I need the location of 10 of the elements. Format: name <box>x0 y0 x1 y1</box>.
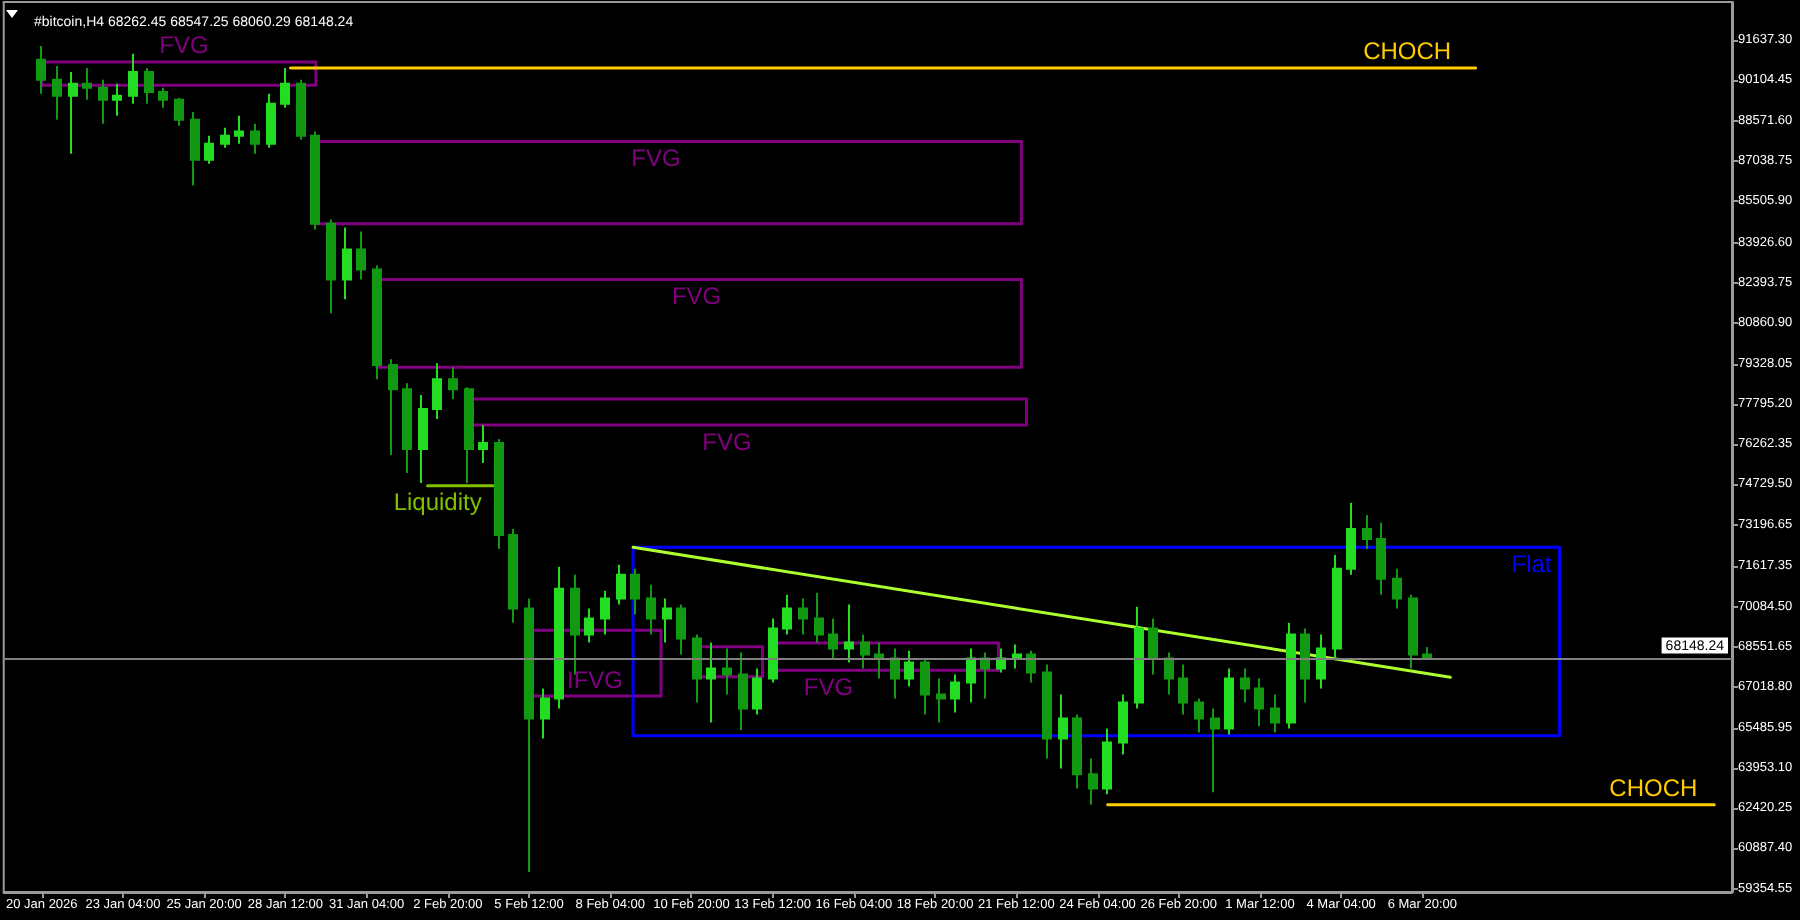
annotation: CHOCH <box>1363 37 1452 66</box>
annotation: Flat <box>1511 549 1553 578</box>
annotation: FVG <box>702 427 752 456</box>
annotation: FVG <box>803 672 854 701</box>
annotation: FVG <box>671 281 722 310</box>
annotation: FVG <box>159 31 209 60</box>
annotation: CHOCH <box>1609 774 1698 803</box>
annotation: Liquidity <box>393 488 482 517</box>
annotation: FVG <box>631 144 681 173</box>
annotation: IFVG <box>567 665 624 694</box>
